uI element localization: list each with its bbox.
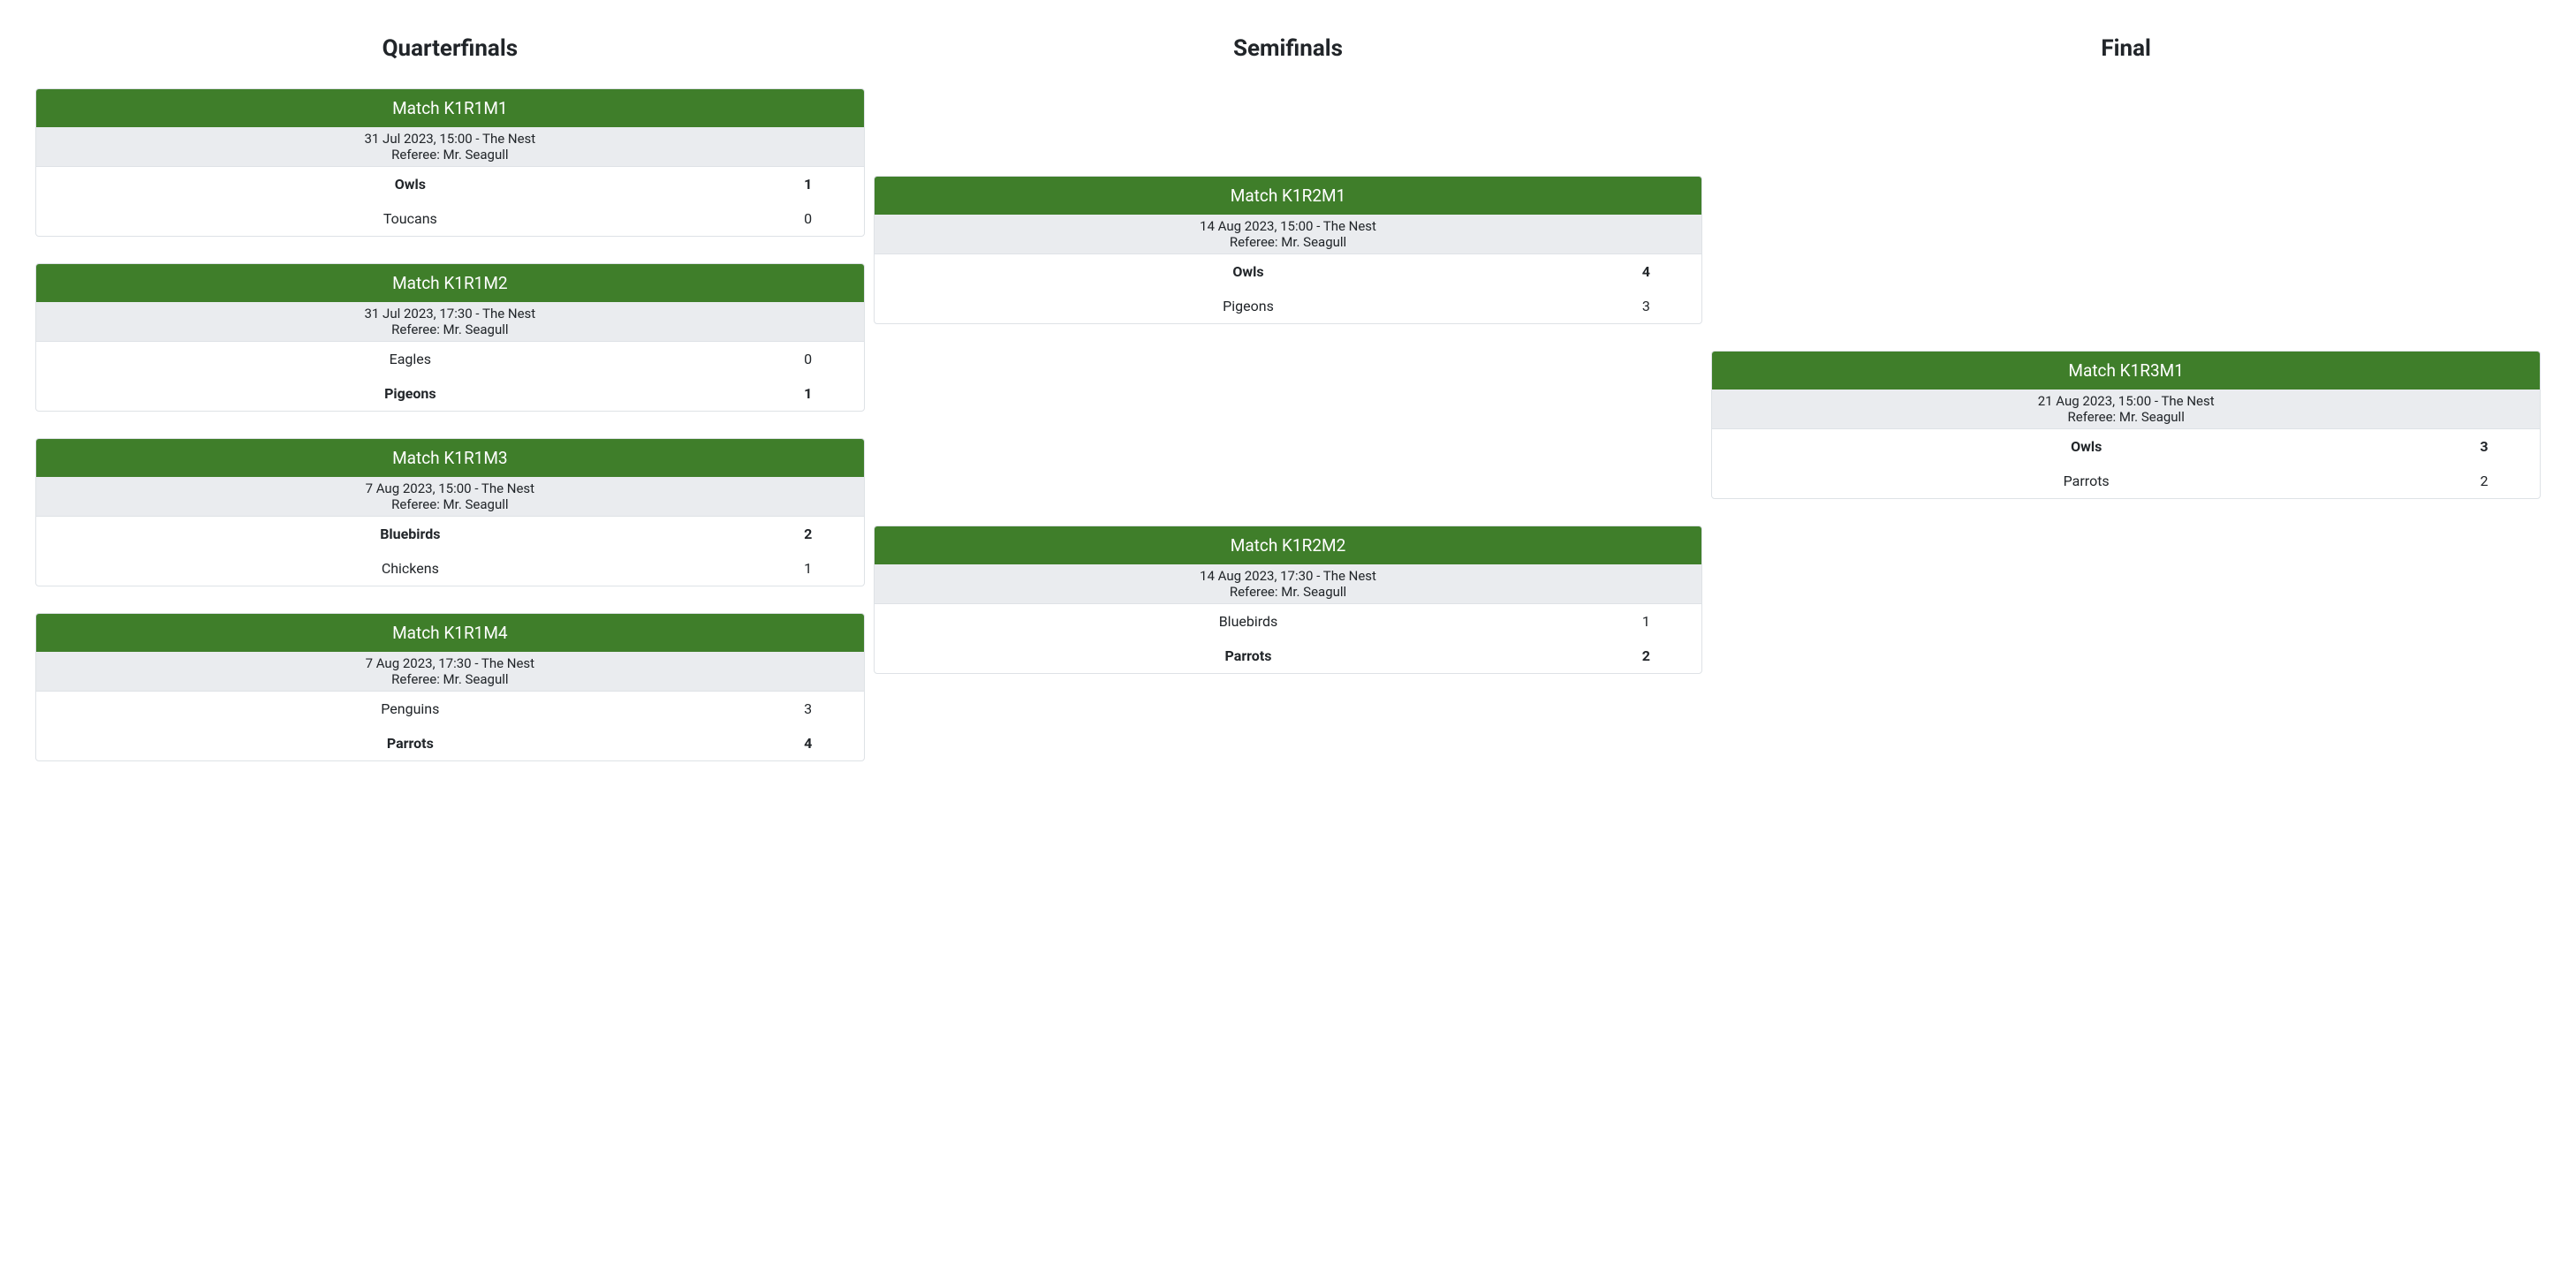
team-name: Bluebirds [52,526,769,542]
team-row: Chickens1 [36,551,864,586]
team-score: 3 [2444,438,2524,455]
team-row: Parrots2 [875,639,1702,673]
team-score: 0 [769,210,848,227]
team-row: Penguins3 [36,692,864,726]
match-header: Match K1R2M2 [875,526,1702,564]
match-meta: 31 Jul 2023, 15:00 - The NestReferee: Mr… [36,127,864,167]
team-name: Parrots [52,735,769,752]
team-name: Owls [1728,438,2444,455]
team-name: Penguins [52,700,769,717]
match-header: Match K1R1M1 [36,89,864,127]
match-meta: 7 Aug 2023, 17:30 - The NestReferee: Mr.… [36,652,864,692]
team-name: Parrots [1728,473,2444,489]
team-row: Owls4 [875,254,1702,289]
match-header: Match K1R2M1 [875,177,1702,215]
match-referee: Referee: Mr. Seagull [882,234,1695,250]
team-score: 2 [2444,473,2524,489]
match-referee: Referee: Mr. Seagull [43,322,857,337]
team-row: Bluebirds2 [36,517,864,551]
match-referee: Referee: Mr. Seagull [1719,409,2533,425]
match-header: Match K1R1M3 [36,439,864,477]
team-name: Chickens [52,560,769,577]
tournament-bracket: QuarterfinalsMatch K1R1M131 Jul 2023, 15… [35,35,2541,761]
matches-wrap: Match K1R2M114 Aug 2023, 15:00 - The Nes… [874,88,1703,761]
match-card: Match K1R2M214 Aug 2023, 17:30 - The Nes… [874,526,1703,674]
match-meta: 7 Aug 2023, 15:00 - The NestReferee: Mr.… [36,477,864,517]
match-datetime-venue: 31 Jul 2023, 15:00 - The Nest [364,131,535,147]
matches-wrap: Match K1R1M131 Jul 2023, 15:00 - The Nes… [35,88,865,761]
team-score: 2 [769,526,848,542]
match-referee: Referee: Mr. Seagull [43,496,857,512]
match-meta: 31 Jul 2023, 17:30 - The NestReferee: Mr… [36,302,864,342]
round-column: SemifinalsMatch K1R2M114 Aug 2023, 15:00… [874,35,1703,761]
team-score: 4 [1606,263,1686,280]
team-score: 4 [769,735,848,752]
team-name: Owls [890,263,1607,280]
match-card: Match K1R1M231 Jul 2023, 17:30 - The Nes… [35,263,865,412]
team-score: 2 [1606,647,1686,664]
team-name: Owls [52,176,769,193]
match-referee: Referee: Mr. Seagull [43,671,857,687]
match-datetime-venue: 7 Aug 2023, 15:00 - The Nest [366,480,535,496]
match-datetime-venue: 14 Aug 2023, 17:30 - The Nest [1200,568,1376,584]
match-card: Match K1R2M114 Aug 2023, 15:00 - The Nes… [874,176,1703,324]
team-row: Pigeons3 [875,289,1702,323]
match-card: Match K1R3M121 Aug 2023, 15:00 - The Nes… [1711,351,2541,499]
team-name: Parrots [890,647,1607,664]
team-name: Bluebirds [890,613,1607,630]
team-row: Parrots2 [1712,464,2540,498]
round-title: Quarterfinals [35,35,865,62]
match-datetime-venue: 21 Aug 2023, 15:00 - The Nest [2038,393,2215,409]
match-header: Match K1R1M2 [36,264,864,302]
match-card: Match K1R1M37 Aug 2023, 15:00 - The Nest… [35,438,865,586]
team-score: 1 [769,385,848,402]
matches-wrap: Match K1R3M121 Aug 2023, 15:00 - The Nes… [1711,88,2541,761]
match-datetime-venue: 31 Jul 2023, 17:30 - The Nest [364,306,535,322]
team-row: Eagles0 [36,342,864,376]
match-header: Match K1R3M1 [1712,352,2540,390]
match-meta: 14 Aug 2023, 17:30 - The NestReferee: Mr… [875,564,1702,604]
team-row: Parrots4 [36,726,864,760]
match-meta: 21 Aug 2023, 15:00 - The NestReferee: Mr… [1712,390,2540,429]
team-score: 1 [769,176,848,193]
round-column: FinalMatch K1R3M121 Aug 2023, 15:00 - Th… [1711,35,2541,761]
team-name: Pigeons [890,298,1607,314]
team-score: 1 [769,560,848,577]
match-card: Match K1R1M131 Jul 2023, 15:00 - The Nes… [35,88,865,237]
team-row: Toucans0 [36,201,864,236]
team-row: Bluebirds1 [875,604,1702,639]
match-datetime-venue: 14 Aug 2023, 15:00 - The Nest [1200,218,1376,234]
team-score: 3 [769,700,848,717]
match-referee: Referee: Mr. Seagull [882,584,1695,600]
match-referee: Referee: Mr. Seagull [43,147,857,163]
match-meta: 14 Aug 2023, 15:00 - The NestReferee: Mr… [875,215,1702,254]
team-name: Eagles [52,351,769,367]
team-row: Owls3 [1712,429,2540,464]
team-score: 0 [769,351,848,367]
match-header: Match K1R1M4 [36,614,864,652]
round-title: Final [1711,35,2541,62]
team-name: Pigeons [52,385,769,402]
match-card: Match K1R1M47 Aug 2023, 17:30 - The Nest… [35,613,865,761]
round-column: QuarterfinalsMatch K1R1M131 Jul 2023, 15… [35,35,865,761]
team-row: Owls1 [36,167,864,201]
team-name: Toucans [52,210,769,227]
team-score: 3 [1606,298,1686,314]
team-row: Pigeons1 [36,376,864,411]
match-datetime-venue: 7 Aug 2023, 17:30 - The Nest [366,655,535,671]
team-score: 1 [1606,613,1686,630]
round-title: Semifinals [874,35,1703,62]
